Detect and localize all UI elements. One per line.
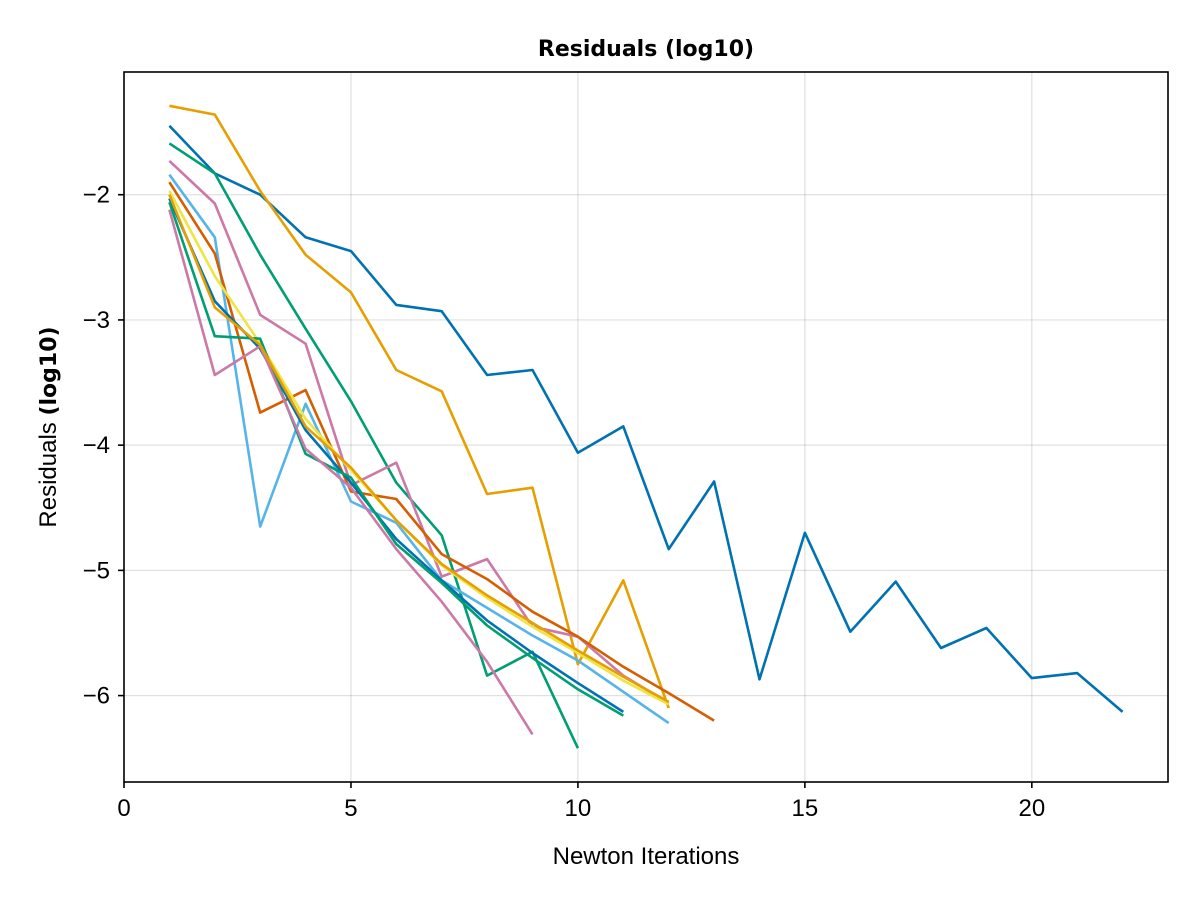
tick-layer: 0 5 10 15 20 −2 −3 −4 −5 −6 [83, 182, 1046, 822]
chart-title: Residuals (log10) [538, 37, 754, 62]
series-line-6 [168, 181, 715, 722]
grid-layer [123, 72, 1168, 782]
x-tick-label: 15 [792, 795, 819, 822]
y-tick-label: −6 [83, 683, 110, 710]
series-line-2 [169, 104, 670, 709]
y-tick-label: −3 [83, 307, 110, 334]
series-line-10 [168, 209, 534, 736]
x-tick-label: 10 [565, 795, 592, 822]
series-line-11 [168, 194, 670, 704]
y-tick-label: −4 [83, 432, 110, 459]
y-axis-label: Residuals (log10) [35, 326, 62, 527]
series-line-7 [168, 190, 670, 706]
series-line-5 [168, 173, 670, 725]
y-axis-label-bold: (log10) [37, 326, 62, 415]
series-line-3 [168, 142, 580, 749]
x-tick-label: 0 [117, 795, 130, 822]
x-axis-label: Newton Iterations [553, 843, 740, 870]
x-tick-label: 5 [344, 795, 357, 822]
y-axis-label-plain: Residuals [35, 416, 62, 528]
x-tick-label: 20 [1018, 795, 1045, 822]
series-line-8 [168, 197, 624, 713]
series-layer [168, 104, 1124, 749]
plot-frame [123, 71, 1169, 783]
series-line-1 [168, 124, 1124, 713]
y-tick-label: −2 [83, 182, 110, 209]
y-tick-label: −5 [83, 557, 110, 584]
series-line-9 [168, 201, 624, 717]
